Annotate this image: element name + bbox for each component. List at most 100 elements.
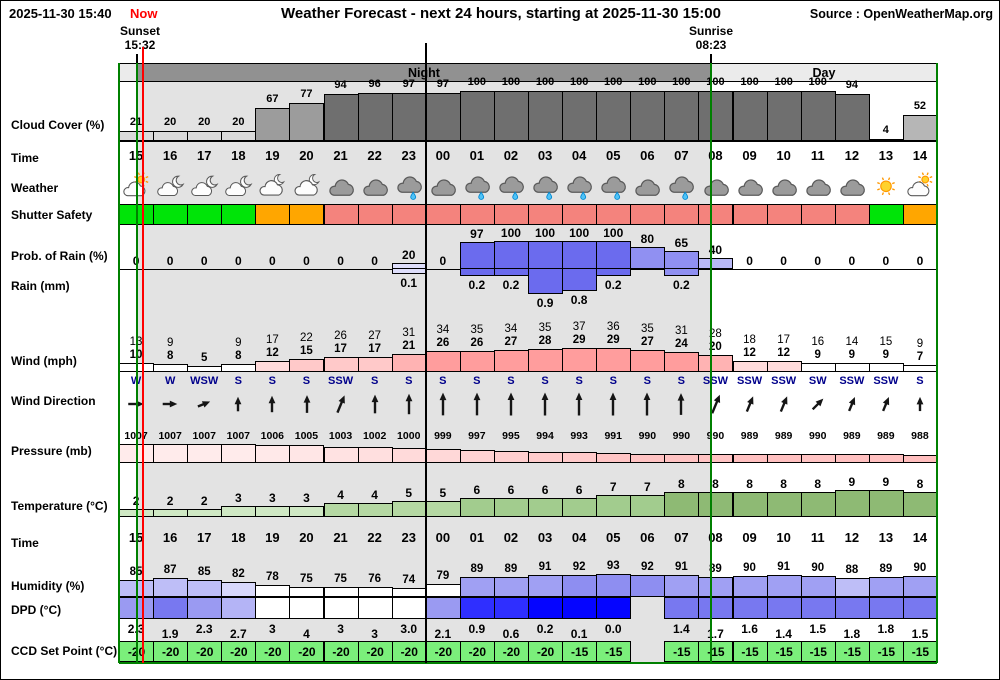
humidity-value: 91 [538,561,552,574]
prob-bar [596,241,632,269]
pressure-value: 999 [434,430,452,442]
dpd-cell [562,597,598,619]
row-label-humidity: Humidity (%) [11,579,85,593]
wind-bar [630,349,666,373]
dpd-cell [255,597,291,619]
wind-dir-label: SSW [873,375,899,387]
hour-label: 19 [265,148,280,163]
temp-value: 3 [269,490,276,505]
wind-dir-label: S [507,375,515,387]
wind-gust-value: 15 [879,336,893,349]
hour-label-2: 21 [333,530,348,545]
cloud-baseline [119,141,937,142]
wind-dir-arrow [736,389,764,419]
pressure-value: 1005 [294,430,319,442]
cloud-value: 4 [882,124,889,136]
prob-value: 0 [746,254,753,268]
dpd-cell [323,597,359,619]
temp-bar [357,503,393,517]
rain-bar [596,268,632,276]
temp-value: 3 [303,490,310,505]
pressure-value: 1007 [226,430,251,442]
ccd-cell: -15 [664,641,700,662]
wind-dir-arrow [838,389,866,419]
hour-label-2: 14 [912,530,928,545]
row-label-time: Time [11,151,39,165]
temp-bar [289,505,325,517]
pressure-value: 990 [706,430,725,442]
temp-value: 4 [371,488,378,503]
hour-label-2: 16 [162,530,178,545]
wind-dir-label: S [541,375,549,387]
temp-bar [596,495,632,517]
hour-label-2: 17 [197,530,212,545]
hour-label-2: 09 [742,530,757,545]
wind-bar [255,361,291,372]
rain-value: 0.2 [502,278,520,292]
hour-label-2: 07 [674,530,689,545]
now-line [142,47,144,663]
weather-icon-rain [530,172,560,202]
pressure-bar [902,454,938,464]
wind-dir-label: S [370,375,379,387]
pressure-bar [221,444,257,463]
plot-right-border [936,63,938,663]
pressure-bar [596,453,632,463]
pressure-bar [187,444,223,463]
humidity-value: 74 [402,574,416,586]
wind-gust-value: 37 [572,321,586,334]
humidity-value: 75 [334,573,347,586]
wind-bar [596,348,632,373]
day-band: Day [711,63,937,82]
ccd-cell: -20 [391,641,427,662]
cloud-bar [391,92,427,141]
rain-bar [562,268,598,291]
ccd-cell: -20 [425,641,461,662]
dpd-cell [596,597,632,619]
prob-bar [562,241,598,269]
shutter-cell [153,204,189,225]
ccd-cell: -15 [868,641,904,662]
wind-speed-value: 15 [300,344,313,357]
prob-value: 0 [916,254,924,268]
wind-speed-value: 12 [743,347,756,359]
dpd-value: 0.9 [468,622,486,636]
wind-dir-arrow [906,389,934,419]
wind-speed-value: 21 [402,340,416,353]
pressure-value: 1006 [260,430,285,442]
dpd-cell [187,597,223,619]
midnight-line [424,43,427,663]
humidity-bar [732,576,768,597]
prob-value: 100 [603,226,624,240]
hour-label: 23 [401,148,416,163]
hour-label-2: 19 [265,530,280,545]
wind-dir-label: S [302,375,311,387]
hour-label: 06 [640,148,655,163]
shutter-cell [391,204,427,225]
row-label-weather: Weather [11,181,59,195]
cloud-bar [562,91,598,141]
shutter-cell [187,204,223,225]
wind-dir-label: S [916,375,924,387]
row-label-wind: Wind (mph) [11,354,77,368]
cloud-value: 97 [436,77,449,90]
wind-bar [153,364,189,372]
cloud-value: 77 [300,87,313,100]
rain-bar [459,268,495,276]
row-label-temperature: Temperature (°C) [11,499,108,513]
humidity-value: 93 [606,559,620,572]
shutter-cell [732,204,768,225]
pressure-value: 990 [638,430,657,442]
wind-bar [698,355,734,372]
wind-speed-value: 9 [848,349,856,362]
temp-bar [391,500,427,517]
pressure-bar [493,450,529,463]
pressure-value: 1002 [362,430,387,442]
pressure-bar [868,454,904,463]
temp-bar [732,492,768,517]
ccd-cell: -15 [800,641,836,662]
wind-bar [732,361,768,372]
band-pre-sunset [119,63,137,82]
shutter-cell [357,204,393,225]
cloud-value: 100 [604,76,623,88]
